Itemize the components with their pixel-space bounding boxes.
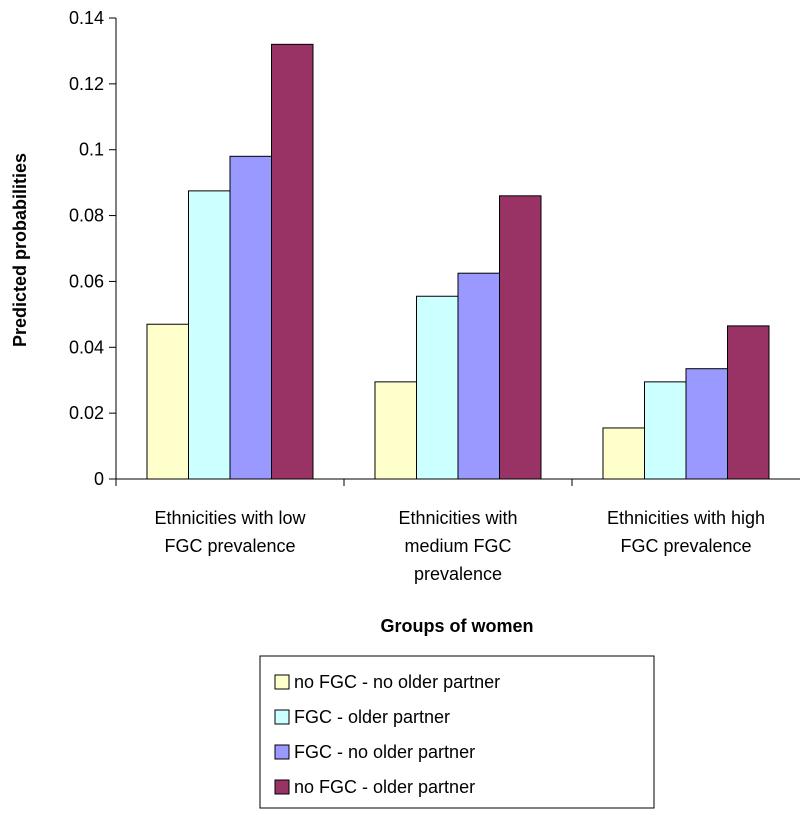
bar <box>188 190 231 480</box>
x-category-label-line: FGC prevalence <box>164 536 295 556</box>
y-tick-label: 0.04 <box>69 337 104 357</box>
legend-label: no FGC - older partner <box>294 777 475 797</box>
y-tick-label: 0.12 <box>69 74 104 94</box>
x-category-label-line: FGC prevalence <box>620 536 751 556</box>
plot-area <box>146 43 770 480</box>
y-tick-label: 0.08 <box>69 206 104 226</box>
x-category-label: Ethnicities with medium FGC prevalence <box>398 508 517 584</box>
legend: no FGC - no older partner FGC - older par… <box>259 655 655 809</box>
x-category-label-line: prevalence <box>414 564 502 584</box>
bar <box>602 427 645 480</box>
legend-label: no FGC - no older partner <box>294 672 500 692</box>
legend-box <box>259 655 655 809</box>
bar <box>457 272 500 480</box>
y-tick-label: 0 <box>94 469 104 489</box>
x-category-label: Ethnicities with low FGC prevalence <box>154 508 306 556</box>
legend-label: FGC - no older partner <box>294 742 475 762</box>
x-category-label-line: medium FGC <box>404 536 511 556</box>
legend-label: FGC - older partner <box>294 707 450 727</box>
legend-swatch <box>274 744 290 760</box>
x-category-label: Ethnicities with high FGC prevalence <box>607 508 765 556</box>
x-category-label-line: Ethnicities with high <box>607 508 765 528</box>
y-axis: 0 0.02 0.04 0.06 0.08 0.1 0.12 0.14 <box>69 8 117 489</box>
x-category-label-line: Ethnicities with <box>398 508 517 528</box>
y-axis-title: Predicted probabilities <box>10 153 30 347</box>
y-tick-label: 0.1 <box>79 140 104 160</box>
bar <box>146 323 189 480</box>
bar <box>271 43 314 480</box>
x-axis-title: Groups of women <box>381 616 534 636</box>
bar <box>374 381 417 480</box>
bar <box>416 295 459 480</box>
y-tick-label: 0.14 <box>69 8 104 28</box>
y-tick-label: 0.06 <box>69 271 104 291</box>
x-axis: Ethnicities with low FGC prevalenceEthnic… <box>115 478 800 584</box>
legend-swatch <box>274 779 290 795</box>
bar <box>644 381 687 480</box>
bar <box>685 368 728 480</box>
legend-swatch <box>274 709 290 725</box>
legend-swatch <box>274 674 290 690</box>
x-category-label-line: Ethnicities with low <box>154 508 306 528</box>
bar <box>499 195 542 480</box>
y-tick-label: 0.02 <box>69 403 104 423</box>
bar <box>727 325 770 480</box>
bar <box>229 155 272 480</box>
